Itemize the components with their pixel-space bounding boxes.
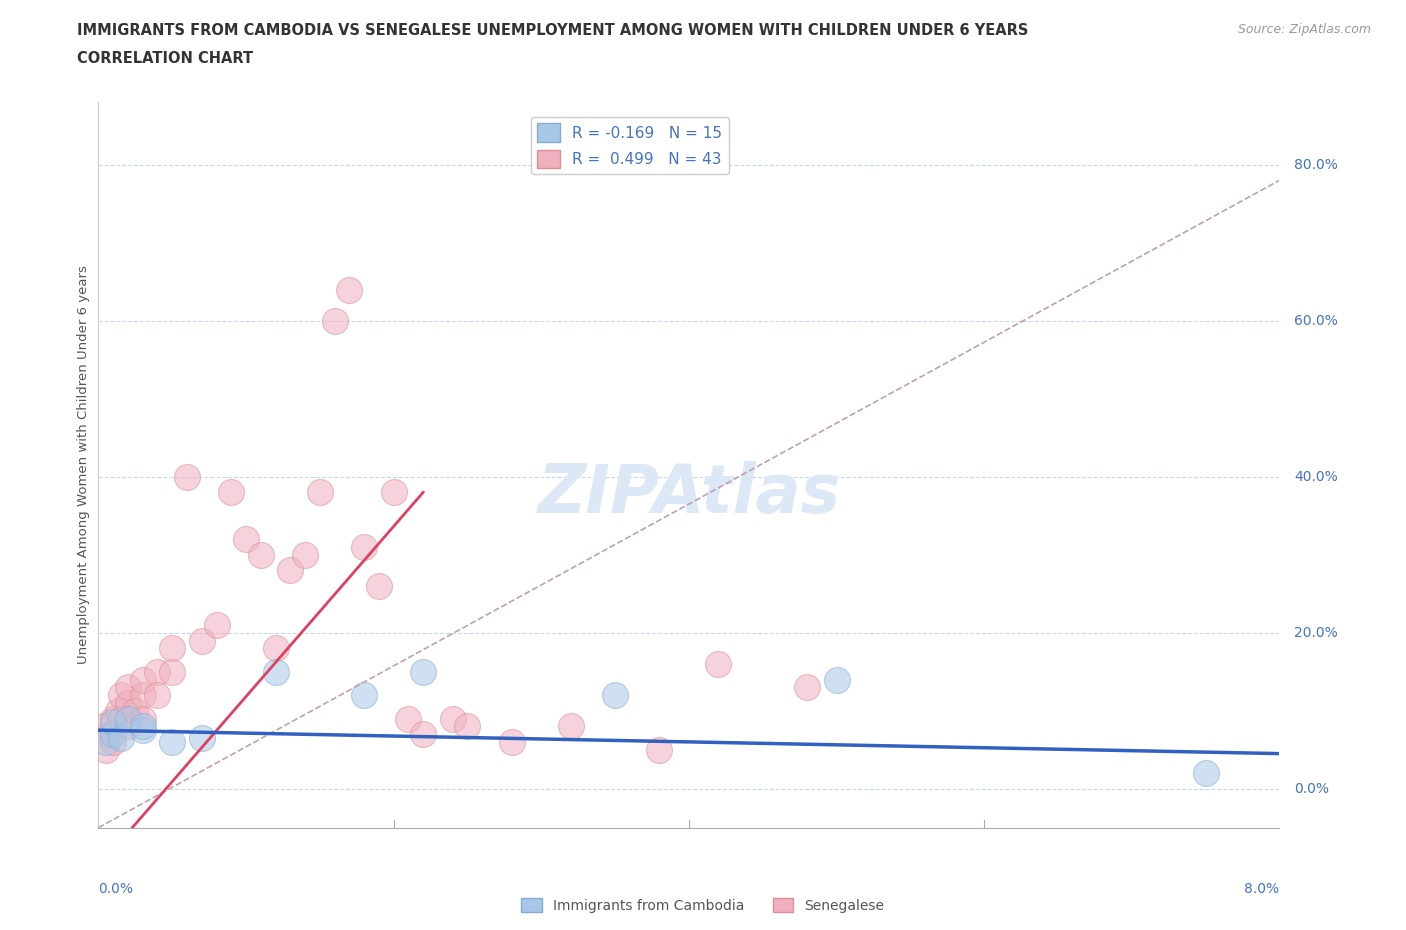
Point (250, 547, 273, 562)
Point (117, 696, 139, 711)
Point (94, 742, 117, 757)
Point (294, 547, 316, 562)
Text: IMMIGRANTS FROM CAMBODIA VS SENEGALESE UNEMPLOYMENT AMONG WOMEN WITH CHILDREN UN: IMMIGRANTS FROM CAMBODIA VS SENEGALESE U… (77, 23, 1029, 38)
Point (367, 578, 389, 593)
Point (94, 735, 117, 750)
Point (132, 687, 155, 702)
Point (278, 563, 301, 578)
Point (412, 664, 434, 679)
Point (219, 485, 242, 499)
Point (235, 532, 257, 547)
Point (117, 680, 139, 695)
Point (396, 711, 419, 726)
Point (103, 715, 124, 730)
Point (110, 731, 132, 746)
Point (103, 735, 124, 750)
Point (308, 485, 332, 499)
Point (110, 687, 132, 702)
Point (132, 719, 155, 734)
Point (103, 711, 124, 726)
Point (107, 703, 129, 718)
Legend: Immigrants from Cambodia, Senegalese: Immigrants from Cambodia, Senegalese (516, 893, 890, 919)
Point (132, 672, 155, 687)
Text: CORRELATION CHART: CORRELATION CHART (77, 51, 253, 66)
Point (110, 711, 132, 726)
Point (191, 633, 214, 648)
Point (162, 735, 183, 750)
Point (103, 726, 124, 741)
Point (337, 282, 360, 297)
Point (146, 687, 169, 702)
Text: 60.0%: 60.0% (1294, 313, 1339, 327)
Text: 40.0%: 40.0% (1294, 470, 1339, 484)
Text: 80.0%: 80.0% (1294, 158, 1339, 172)
Point (162, 641, 183, 656)
Point (353, 687, 375, 702)
Point (825, 672, 848, 687)
Point (146, 664, 169, 679)
Point (97, 726, 120, 741)
Point (264, 664, 287, 679)
Text: 0.0%: 0.0% (98, 883, 134, 897)
Text: 8.0%: 8.0% (1244, 883, 1279, 897)
Point (648, 742, 671, 757)
Point (382, 485, 405, 499)
Point (132, 711, 155, 726)
Point (796, 680, 818, 695)
Point (605, 687, 627, 702)
Point (176, 470, 198, 485)
Point (456, 719, 478, 734)
Point (1194, 765, 1216, 780)
Point (707, 657, 730, 671)
Point (205, 618, 228, 632)
Point (441, 711, 464, 726)
Point (353, 539, 375, 554)
Text: 20.0%: 20.0% (1294, 626, 1339, 640)
Point (124, 703, 146, 718)
Point (191, 731, 214, 746)
Point (560, 719, 582, 734)
Point (501, 735, 523, 750)
Point (412, 726, 434, 741)
Legend: R = -0.169   N = 15, R =  0.499   N = 43: R = -0.169 N = 15, R = 0.499 N = 43 (531, 117, 728, 174)
Text: ZIPAtlas: ZIPAtlas (537, 461, 841, 527)
Point (91, 719, 114, 734)
Text: 0.0%: 0.0% (1294, 782, 1329, 796)
Point (117, 719, 139, 734)
Point (132, 723, 155, 737)
Text: Source: ZipAtlas.com: Source: ZipAtlas.com (1237, 23, 1371, 36)
Point (323, 313, 346, 328)
Point (264, 641, 287, 656)
Point (162, 664, 183, 679)
Point (117, 711, 139, 726)
Y-axis label: Unemployment Among Women with Children Under 6 years: Unemployment Among Women with Children U… (77, 266, 90, 664)
